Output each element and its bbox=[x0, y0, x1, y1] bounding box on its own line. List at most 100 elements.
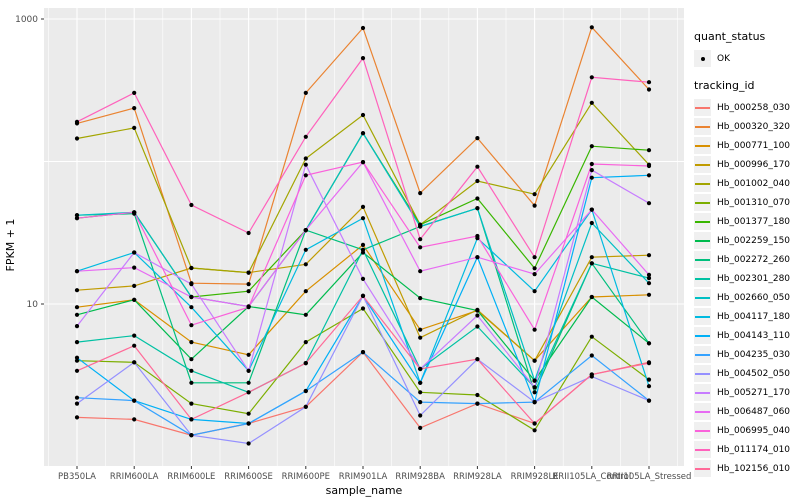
legend-item-Hb_001002_040[interactable]: Hb_001002_040 bbox=[694, 175, 798, 192]
legend-item-label: Hb_004117_180 bbox=[717, 311, 791, 322]
data-point bbox=[303, 173, 308, 178]
legend-item-Hb_102156_010[interactable]: Hb_102156_010 bbox=[694, 460, 798, 477]
legend-spacer bbox=[694, 69, 798, 79]
data-point bbox=[360, 56, 366, 61]
line-swatch-icon bbox=[695, 410, 710, 413]
data-point bbox=[532, 400, 537, 405]
legend-item-label: Hb_000996_170 bbox=[717, 159, 791, 170]
legend-item-Hb_002272_260[interactable]: Hb_002272_260 bbox=[694, 251, 798, 268]
data-point bbox=[532, 385, 537, 390]
legend-key-box bbox=[694, 441, 711, 458]
data-point bbox=[589, 161, 594, 167]
data-point bbox=[132, 360, 137, 365]
data-point bbox=[589, 25, 594, 30]
line-swatch-icon bbox=[695, 391, 710, 394]
data-point bbox=[246, 390, 251, 395]
legend-key-box bbox=[694, 99, 711, 116]
data-point bbox=[589, 372, 594, 377]
legend-item-Hb_005271_170[interactable]: Hb_005271_170 bbox=[694, 384, 798, 401]
legend-item-Hb_011174_010[interactable]: Hb_011174_010 bbox=[694, 441, 798, 458]
data-point bbox=[246, 270, 251, 275]
data-point bbox=[360, 293, 366, 298]
data-point bbox=[532, 289, 537, 294]
legend-item-label: Hb_011174_010 bbox=[717, 444, 791, 455]
legend-key-box bbox=[694, 137, 711, 154]
legend-item-Hb_006487_060[interactable]: Hb_006487_060 bbox=[694, 403, 798, 420]
data-point bbox=[246, 380, 251, 385]
point-icon bbox=[700, 56, 705, 61]
legend-item-Hb_004235_030[interactable]: Hb_004235_030 bbox=[694, 346, 798, 363]
legend-item-label: Hb_000258_030 bbox=[717, 102, 791, 113]
legend-item-Hb_000771_100[interactable]: Hb_000771_100 bbox=[694, 137, 798, 154]
data-point bbox=[475, 196, 480, 201]
data-point bbox=[189, 357, 194, 362]
line-swatch-icon bbox=[695, 106, 710, 109]
plot-panel: 1000 10 PB350LA RRIM600LA RRIM600LE RRIM600SE… bbox=[15, 8, 691, 482]
line-swatch-icon bbox=[695, 239, 710, 242]
x-tick-label: RRIM928LA bbox=[453, 472, 502, 482]
data-point bbox=[246, 411, 251, 416]
legend-key-box bbox=[694, 156, 711, 173]
legend-item-Hb_004143_110[interactable]: Hb_004143_110 bbox=[694, 327, 798, 344]
data-point bbox=[74, 288, 80, 293]
legend-item-Hb_004117_180[interactable]: Hb_004117_180 bbox=[694, 308, 798, 325]
data-point bbox=[360, 131, 366, 136]
legend-item-Hb_001310_070[interactable]: Hb_001310_070 bbox=[694, 194, 798, 211]
line-swatch-icon bbox=[695, 296, 710, 299]
line-swatch-icon bbox=[695, 353, 710, 356]
data-point bbox=[646, 87, 652, 92]
data-point bbox=[303, 262, 308, 267]
data-point bbox=[475, 308, 480, 313]
legend-key-box bbox=[694, 118, 711, 135]
data-point bbox=[418, 400, 423, 405]
data-point bbox=[189, 202, 194, 208]
legend-item-Hb_000320_320[interactable]: Hb_000320_320 bbox=[694, 118, 798, 135]
data-point bbox=[189, 417, 194, 422]
data-point bbox=[360, 350, 366, 355]
legend: quant_status OK tracking_id Hb_000258_03… bbox=[694, 30, 798, 479]
data-point bbox=[418, 296, 423, 301]
legend-key-box bbox=[694, 308, 711, 325]
data-point bbox=[589, 175, 594, 180]
data-point bbox=[246, 421, 251, 426]
data-point bbox=[189, 401, 194, 406]
data-point bbox=[246, 352, 251, 357]
legend-item-Hb_002259_150[interactable]: Hb_002259_150 bbox=[694, 232, 798, 249]
line-swatch-icon bbox=[695, 220, 710, 223]
legend-item-label: Hb_102156_010 bbox=[717, 463, 791, 474]
data-point bbox=[360, 247, 366, 252]
legend-key-box bbox=[694, 365, 711, 382]
legend-item-Hb_001377_180[interactable]: Hb_001377_180 bbox=[694, 213, 798, 230]
legend-item-ok-label: OK bbox=[717, 53, 730, 64]
data-point bbox=[475, 255, 480, 260]
data-point bbox=[475, 178, 480, 184]
legend-item-Hb_000996_170[interactable]: Hb_000996_170 bbox=[694, 156, 798, 173]
legend-item-label: Hb_006487_060 bbox=[717, 406, 791, 417]
data-point bbox=[589, 168, 594, 173]
data-point bbox=[532, 428, 537, 433]
legend-key-box bbox=[694, 213, 711, 230]
line-swatch-icon bbox=[695, 448, 710, 451]
data-point bbox=[303, 134, 308, 139]
x-tick-label: RRIM600LA bbox=[110, 472, 159, 482]
legend-key-box bbox=[694, 346, 711, 363]
legend-item-label: Hb_001310_070 bbox=[717, 197, 791, 208]
data-point bbox=[646, 276, 652, 281]
data-point bbox=[589, 261, 594, 266]
legend-item-ok[interactable]: OK bbox=[694, 50, 798, 67]
line-swatch-icon bbox=[695, 182, 710, 185]
legend-key-box bbox=[694, 384, 711, 401]
legend-item-Hb_002660_050[interactable]: Hb_002660_050 bbox=[694, 289, 798, 306]
data-point bbox=[418, 237, 423, 242]
data-point bbox=[360, 242, 366, 247]
data-point bbox=[74, 395, 80, 400]
legend-item-Hb_006995_040[interactable]: Hb_006995_040 bbox=[694, 422, 798, 439]
legend-item-Hb_004502_050[interactable]: Hb_004502_050 bbox=[694, 365, 798, 382]
data-point bbox=[532, 378, 537, 383]
data-point bbox=[132, 265, 137, 270]
legend-item-label: Hb_004235_030 bbox=[717, 349, 791, 360]
legend-item-Hb_002301_280[interactable]: Hb_002301_280 bbox=[694, 270, 798, 287]
legend-item-Hb_000258_030[interactable]: Hb_000258_030 bbox=[694, 99, 798, 116]
data-point bbox=[475, 206, 480, 211]
